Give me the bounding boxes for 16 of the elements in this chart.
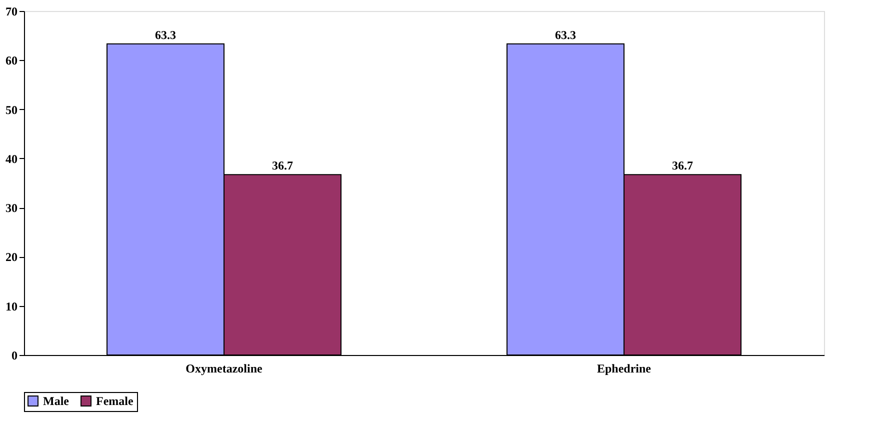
- y-tick-label: 0: [12, 348, 18, 362]
- y-tick-label: 50: [6, 102, 18, 117]
- y-tick-label: 10: [6, 299, 18, 314]
- y-tick-label: 70: [6, 4, 18, 18]
- y-tick-label: 30: [6, 201, 18, 216]
- legend-label: Female: [96, 394, 134, 408]
- y-tick-label: 60: [6, 54, 18, 68]
- x-tick-label: Ephedrine: [596, 362, 652, 376]
- y-tick-label: 40: [6, 152, 18, 166]
- data-label: 36.7: [672, 158, 693, 173]
- y-tick-label: 20: [6, 250, 18, 264]
- data-label: 36.7: [272, 158, 293, 173]
- data-label: 63.3: [155, 28, 176, 42]
- legend-label: Male: [43, 394, 70, 408]
- data-label: 63.3: [555, 28, 576, 42]
- x-tick-label: Oxymetazoline: [186, 362, 263, 376]
